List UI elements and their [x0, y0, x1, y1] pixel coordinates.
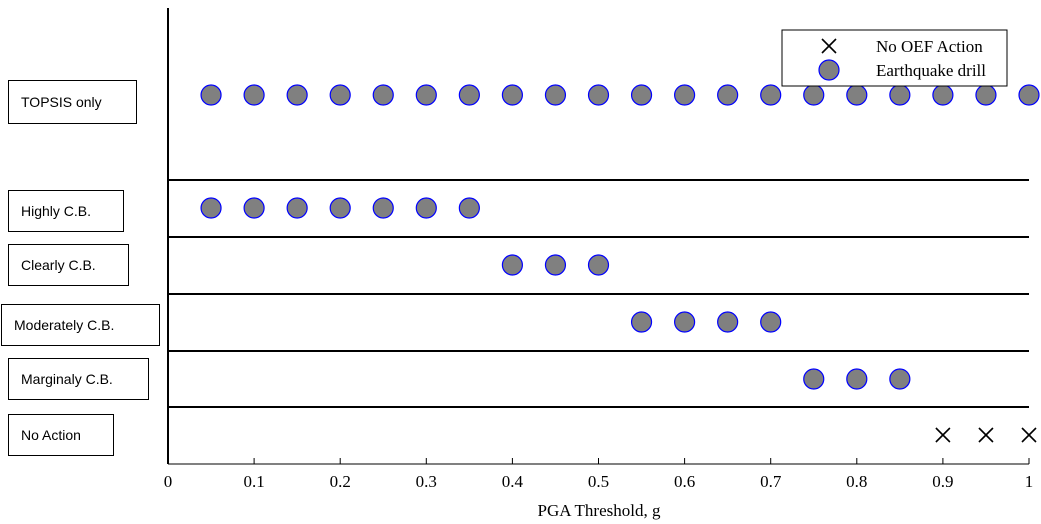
x-tick-label: 0.4 — [502, 472, 524, 491]
drill-point — [803, 368, 825, 390]
drill-point — [630, 311, 653, 333]
legend-entry-label: No OEF Action — [876, 37, 983, 56]
legend-entry-label: Earthquake drill — [876, 61, 986, 80]
drill-point — [717, 311, 739, 333]
drill-point — [889, 368, 911, 390]
drill-point — [200, 197, 222, 219]
row-label-box: No Action — [8, 414, 114, 456]
no-action-point — [935, 427, 951, 443]
legend: No OEF Action Earthquake drill — [781, 29, 1008, 87]
x-tick-label: 0.9 — [932, 472, 953, 491]
row-label-box: Marginaly C.B. — [8, 358, 149, 400]
x-tick-label: 0.2 — [330, 472, 351, 491]
drill-point — [587, 84, 610, 106]
no-action-point — [978, 427, 994, 443]
drill-point — [673, 311, 696, 333]
legend-circle-marker — [818, 59, 840, 81]
drill-point — [458, 197, 480, 219]
x-tick-label: 0.6 — [674, 472, 695, 491]
drill-point — [415, 197, 437, 219]
row-separators — [168, 179, 1029, 408]
drill-point — [544, 84, 567, 106]
drill-point — [1018, 84, 1040, 106]
no-action-point — [1021, 427, 1037, 443]
row-label-box: Moderately C.B. — [1, 304, 160, 346]
drill-point — [501, 254, 524, 276]
drill-point — [243, 197, 265, 219]
x-tick-label: 0.8 — [846, 472, 867, 491]
row-label: Clearly C.B. — [21, 257, 96, 273]
drill-point — [630, 84, 653, 106]
legend-box — [781, 29, 1008, 87]
drill-point — [717, 84, 739, 106]
drill-point — [329, 84, 351, 106]
drill-point — [372, 197, 394, 219]
drill-point — [889, 84, 911, 106]
data-marks — [200, 84, 1040, 443]
drill-point — [544, 254, 567, 276]
drill-point — [286, 197, 308, 219]
x-tick-label: 1 — [1025, 472, 1034, 491]
row-label-box: Clearly C.B. — [8, 244, 129, 286]
drill-point — [458, 84, 480, 106]
drill-point — [803, 84, 825, 106]
row-label: TOPSIS only — [21, 94, 102, 110]
x-tick-label: 0.3 — [416, 472, 437, 491]
row-label: Marginaly C.B. — [21, 371, 113, 387]
row-label-box: TOPSIS only — [8, 80, 137, 124]
x-tick-label: 0.1 — [243, 472, 264, 491]
drill-point — [932, 84, 954, 106]
row-label: Highly C.B. — [21, 203, 92, 219]
drill-point — [846, 368, 868, 390]
row-label: No Action — [21, 427, 81, 443]
legend-cross-marker — [821, 38, 837, 54]
drill-point — [372, 84, 394, 106]
drill-point — [501, 84, 524, 106]
drill-point — [760, 311, 782, 333]
drill-point — [673, 84, 696, 106]
drill-point — [286, 84, 308, 106]
drill-point — [975, 84, 997, 106]
x-tick-label: 0.7 — [760, 472, 782, 491]
drill-point — [415, 84, 437, 106]
drill-point — [846, 84, 868, 106]
drill-point — [329, 197, 351, 219]
drill-point — [760, 84, 782, 106]
x-tick-label: 0 — [164, 472, 173, 491]
x-ticks: 0 0.1 0.2 0.3 0.4 0.5 0.6 0.7 0.8 0.9 1 — [164, 458, 1034, 491]
drill-point — [587, 254, 610, 276]
row-label: Moderately C.B. — [14, 317, 115, 333]
drill-point — [200, 84, 222, 106]
drill-point — [243, 84, 265, 106]
row-label-box: Highly C.B. — [8, 190, 124, 232]
x-axis-label: PGA Threshold, g — [538, 501, 661, 520]
x-tick-label: 0.5 — [588, 472, 609, 491]
